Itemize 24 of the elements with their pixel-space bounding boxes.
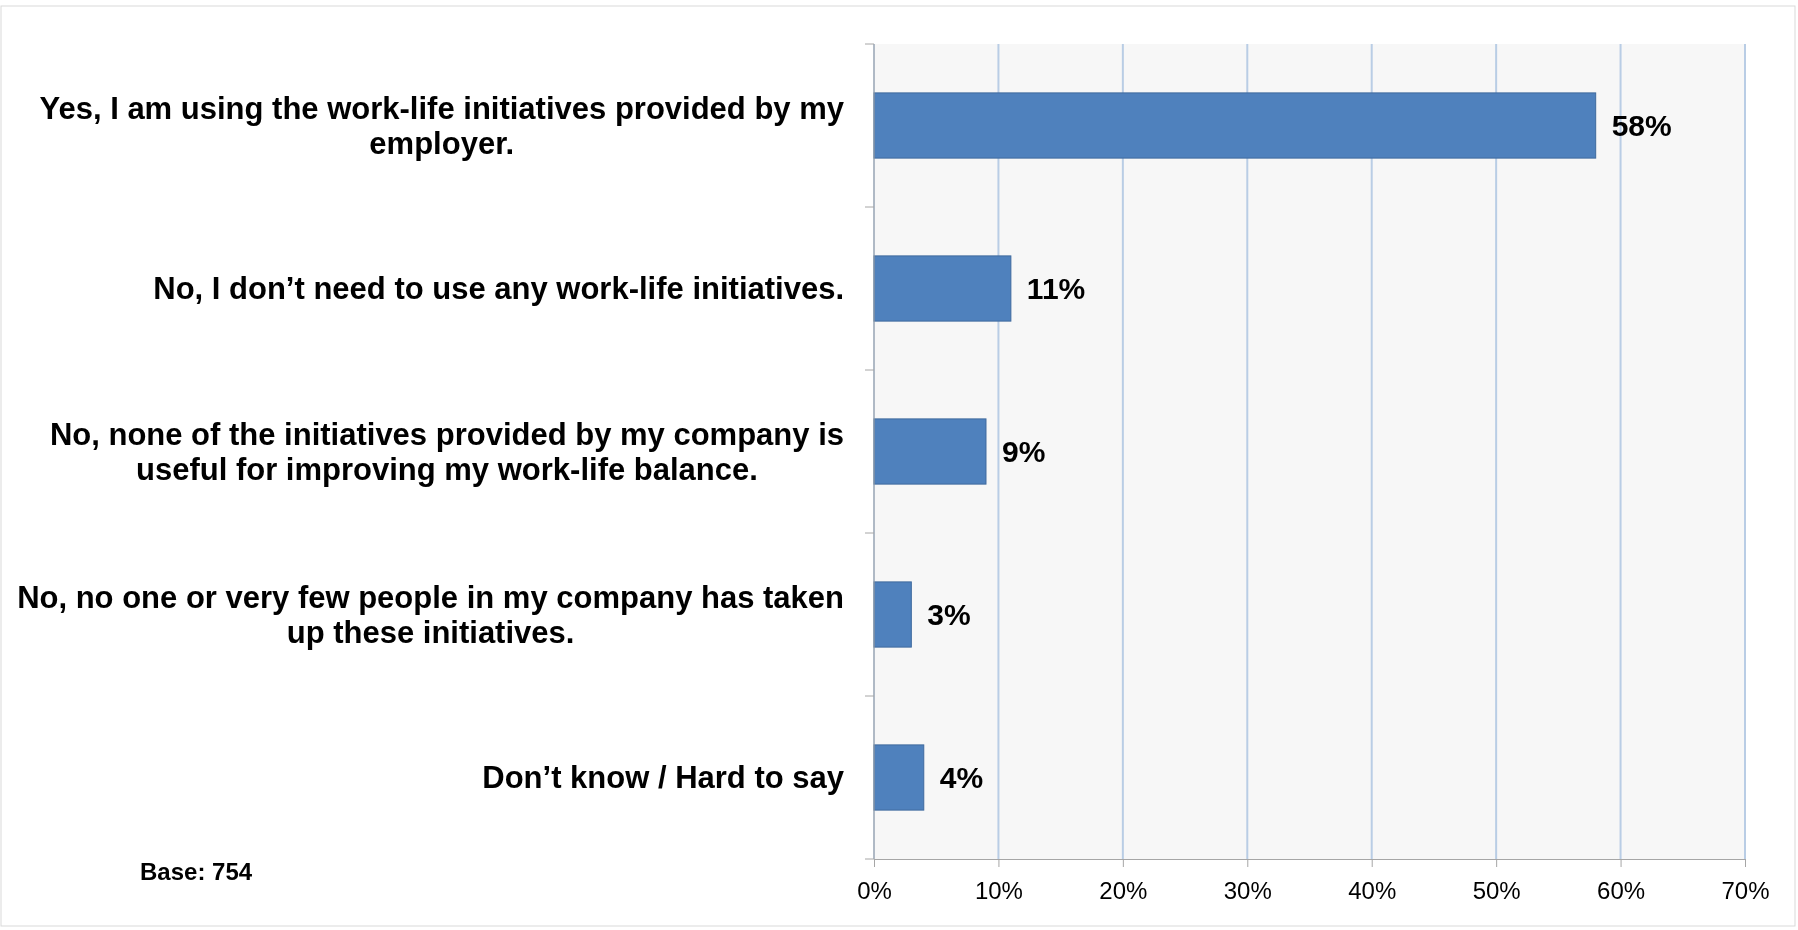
y-tick-label: No, none of the initiatives provided by my company is useful for improving my work-life balance. [49, 416, 844, 487]
x-tick-label: 70% [1721, 876, 1770, 904]
x-tick-label: 30% [1223, 876, 1272, 904]
y-tick-label: Don’t know / Hard to say [482, 760, 845, 796]
text: Base: 754 [140, 858, 253, 885]
y-tick-label: Yes, I am using the work-life initiatives provided by my employer. [39, 90, 845, 161]
x-tick-label: 40% [1348, 876, 1397, 904]
bar [873, 418, 987, 485]
y-tick-label: No, no one or very few people in my company has taken up these initiatives. [17, 579, 844, 650]
data-label: 3% [927, 598, 971, 631]
x-tick-label: 10% [974, 876, 1023, 904]
data-label: 4% [939, 761, 984, 794]
bar [873, 255, 1012, 322]
data-label: 11% [1026, 272, 1086, 305]
data-label: 9% [1001, 435, 1046, 468]
x-tick-label: 20% [1099, 876, 1148, 904]
x-tick-label: 60% [1597, 876, 1646, 904]
bar [873, 581, 912, 648]
y-tick-label: No, I don’t need to use any work-life initiatives. [153, 271, 844, 307]
x-tick-label: 0% [857, 876, 892, 904]
bar [873, 744, 925, 811]
x-tick-label: 50% [1472, 876, 1521, 904]
bar [873, 92, 1597, 159]
data-label: 58% [1611, 109, 1672, 142]
